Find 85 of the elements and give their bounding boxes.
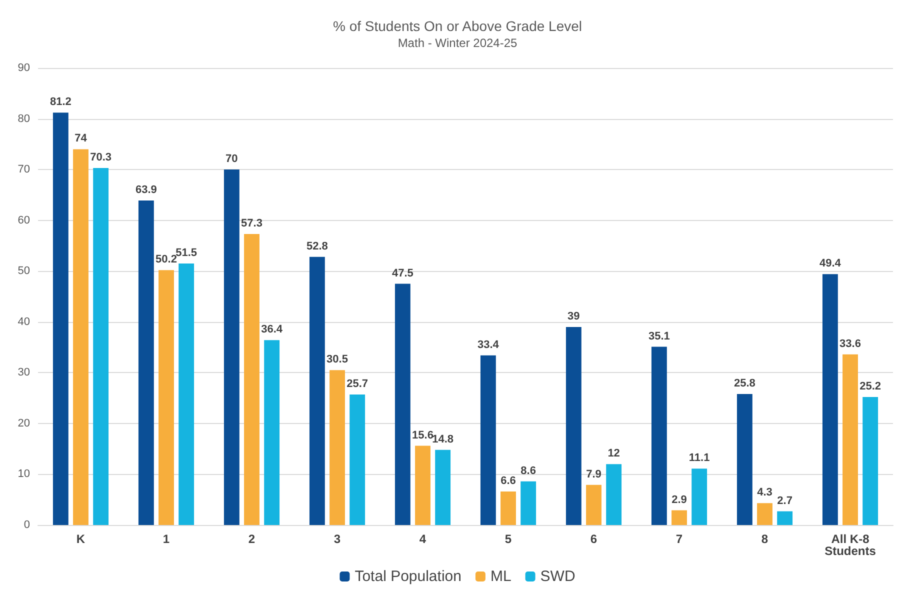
- data-label: 6.6: [500, 474, 516, 487]
- bar: [862, 397, 878, 525]
- x-tick-label: 3: [334, 532, 341, 546]
- bar: [330, 370, 345, 525]
- y-tick-label: 10: [18, 468, 30, 480]
- data-label: 2.7: [777, 494, 792, 507]
- data-label: 33.4: [477, 338, 500, 351]
- bar: [566, 326, 582, 525]
- y-tick-label: 60: [18, 214, 30, 226]
- x-tick-label: 4: [419, 532, 426, 546]
- data-label: 74: [74, 132, 88, 145]
- x-tick-label: K: [76, 532, 86, 546]
- data-label: 15.6: [412, 429, 434, 442]
- chart-title: % of Students On or Above Grade Level: [332, 18, 582, 34]
- x-tick-label: 7: [676, 532, 683, 546]
- y-tick-label: 40: [18, 316, 30, 328]
- bar: [73, 149, 88, 525]
- bar: [606, 464, 622, 525]
- data-label: 81.2: [50, 96, 72, 108]
- y-tick-label: 0: [24, 519, 30, 531]
- bar: [350, 394, 366, 525]
- bar: [777, 511, 793, 525]
- bar: [500, 491, 516, 525]
- data-label: 57.3: [241, 218, 262, 230]
- data-label: 63.9: [135, 184, 157, 196]
- legend-label: SWD: [540, 568, 576, 585]
- y-tick-label: 70: [18, 164, 30, 176]
- legend-label: ML: [490, 568, 512, 585]
- bar: [435, 450, 451, 525]
- bar: [692, 468, 708, 525]
- data-label: 25.7: [346, 378, 368, 390]
- bar: [224, 170, 240, 525]
- bar: [158, 270, 174, 525]
- data-label: 36.4: [261, 324, 284, 336]
- data-label: 35.1: [648, 330, 670, 342]
- bar: [244, 234, 260, 525]
- bar: [52, 112, 68, 525]
- data-label: 52.8: [306, 240, 328, 252]
- x-tick-label: 5: [504, 532, 512, 546]
- y-tick-label: 20: [18, 417, 30, 430]
- data-label: 25.8: [734, 377, 756, 390]
- bar: [480, 355, 496, 525]
- data-label: 39: [568, 310, 580, 322]
- bar: [736, 394, 752, 525]
- bar: [264, 340, 280, 525]
- data-label: 50.2: [156, 254, 177, 266]
- bar: [520, 481, 536, 525]
- bar: [757, 503, 772, 525]
- y-tick-label: 90: [18, 62, 30, 74]
- data-label: 70: [226, 153, 238, 166]
- x-tick-label: 1: [162, 532, 170, 546]
- bar: [415, 446, 430, 525]
- y-tick-label: 30: [18, 366, 30, 379]
- bar: [822, 274, 838, 525]
- data-label: 51.5: [176, 246, 198, 259]
- x-tick-label: 2: [248, 532, 256, 546]
- data-label: 70.3: [90, 152, 112, 164]
- bar: [93, 168, 109, 525]
- data-label: 30.5: [326, 354, 348, 366]
- bar: [842, 354, 858, 525]
- bar: [586, 484, 602, 525]
- bar: [178, 263, 194, 525]
- data-label: 2.9: [672, 494, 687, 506]
- x-tick-label: All K-8 Students: [824, 532, 876, 558]
- bar: [309, 256, 325, 525]
- data-label: 8.6: [520, 464, 536, 477]
- y-tick-label: 80: [18, 112, 30, 125]
- bar: [651, 346, 667, 525]
- data-label: 12: [608, 448, 620, 460]
- data-label: 14.8: [432, 433, 454, 446]
- legend-label: Total Population: [354, 568, 462, 585]
- chart-subtitle: Math - Winter 2024-25: [398, 36, 518, 50]
- data-label: 4.3: [757, 486, 772, 499]
- y-tick-label: 50: [18, 265, 30, 278]
- bar: [138, 200, 154, 525]
- x-tick-label: 8: [761, 532, 768, 546]
- data-label: 49.4: [819, 258, 842, 270]
- x-tick-label: 6: [590, 532, 598, 546]
- data-label: 47.5: [392, 267, 414, 280]
- data-label: 7.9: [586, 468, 602, 480]
- bar: [672, 510, 687, 525]
- bar: [394, 284, 410, 525]
- data-label: 25.2: [860, 380, 882, 393]
- data-label: 33.6: [840, 338, 861, 350]
- data-label: 11.1: [688, 452, 710, 464]
